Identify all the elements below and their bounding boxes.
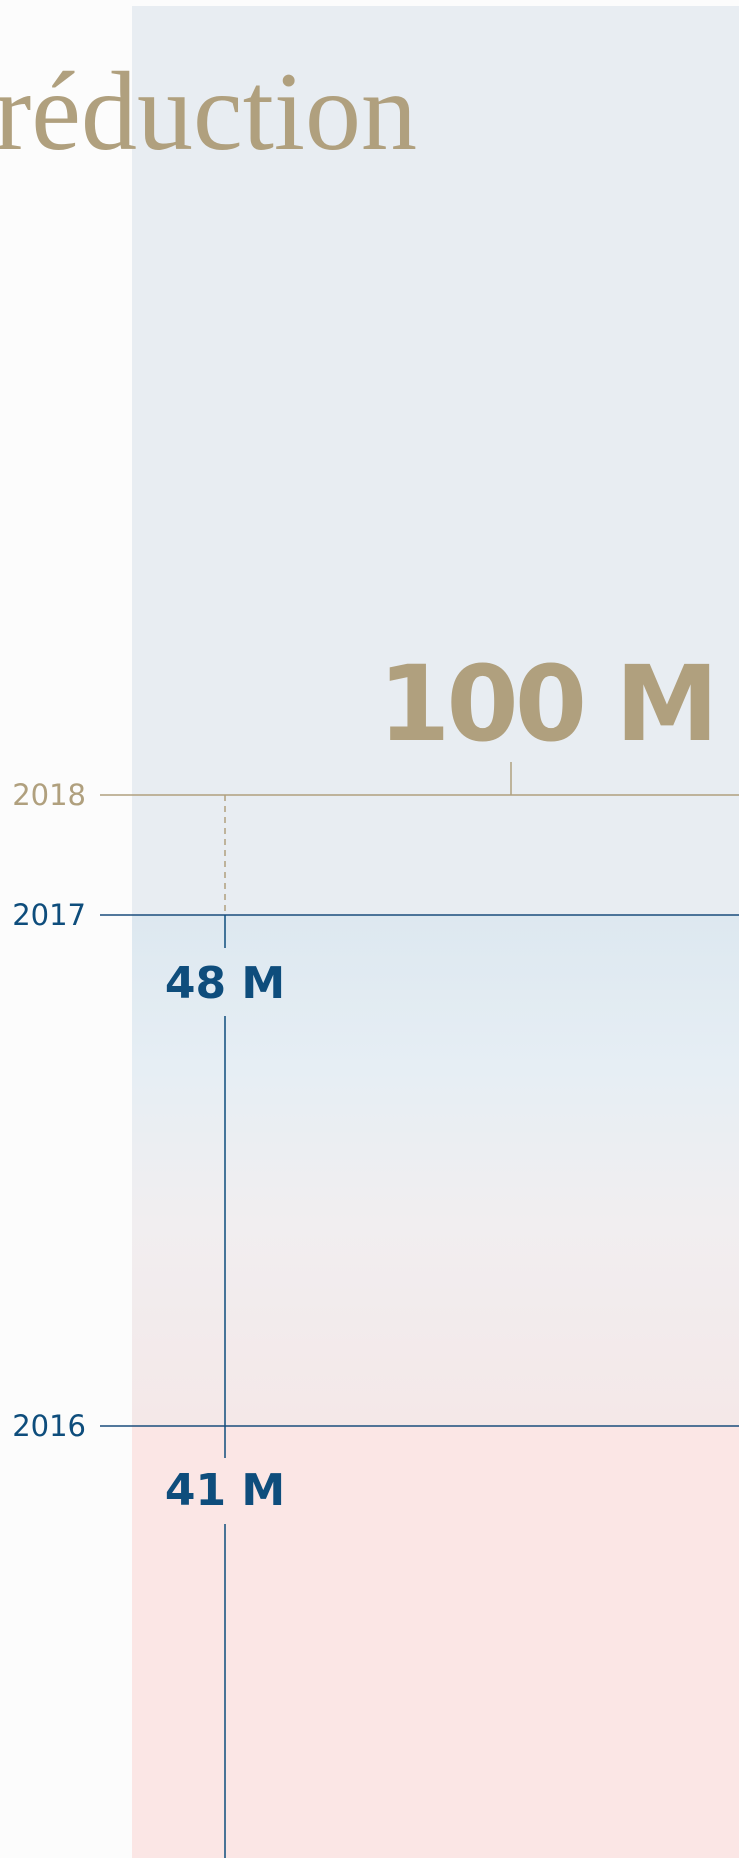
year-label: 2016 — [12, 1409, 86, 1443]
title: réduction — [0, 50, 417, 174]
year-label: 2018 — [12, 778, 86, 812]
figure-2018: 100 M — [378, 643, 715, 765]
year-label: 2017 — [12, 898, 86, 932]
page: réduction 100 M 2018 2017 48 M 2016 41 M — [0, 0, 739, 1858]
figure-2017: 48 M — [165, 958, 285, 1009]
figure-2016: 41 M — [165, 1465, 285, 1516]
